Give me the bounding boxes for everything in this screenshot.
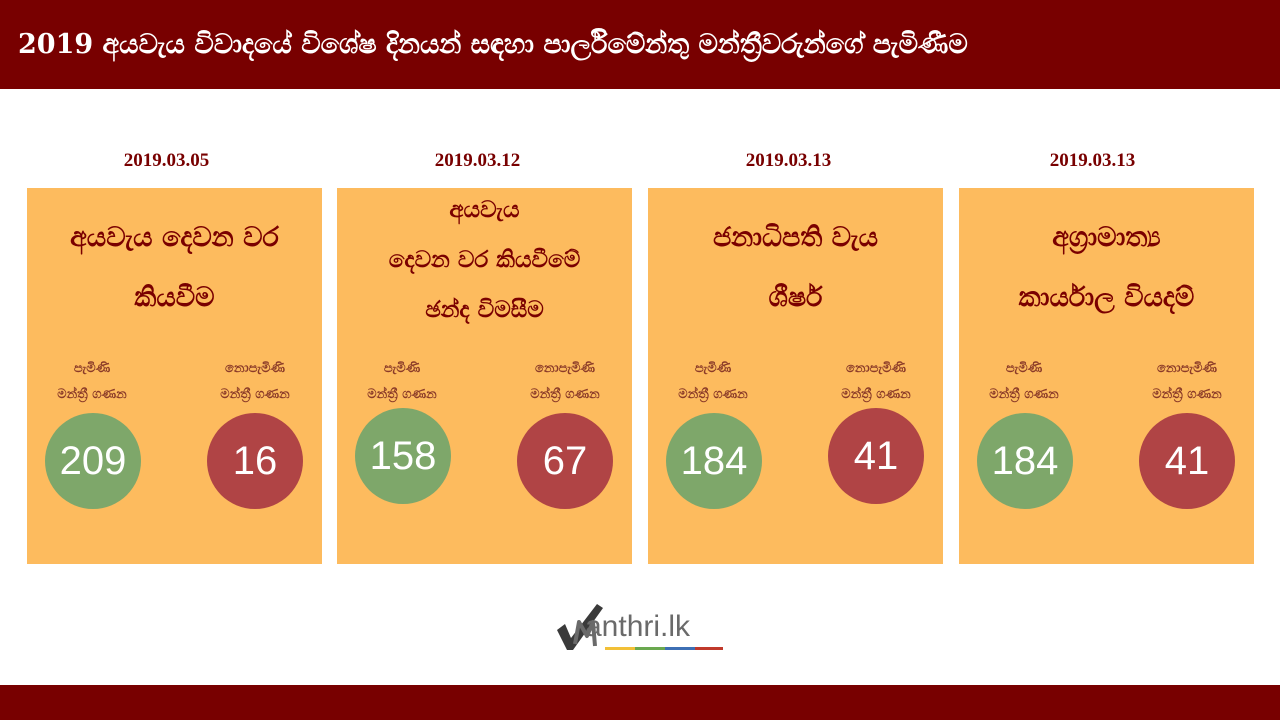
absent-label-line1: නොපැමිණි bbox=[224, 361, 286, 376]
card-date: 2019.03.05 bbox=[123, 150, 210, 171]
present-count-badge: 158 bbox=[355, 408, 451, 504]
logo-stripe bbox=[695, 647, 723, 650]
logo-stripe bbox=[665, 647, 695, 650]
absent-label: නොපැමිණි මන්ත්‍රී ගණන bbox=[806, 356, 946, 408]
present-label-line2: මන්ත්‍රී ගණන bbox=[367, 387, 437, 402]
logo-stripe bbox=[605, 647, 635, 650]
absent-label-line2: මන්ත්‍රී ගණන bbox=[220, 387, 290, 402]
present-count-badge: 184 bbox=[666, 413, 762, 509]
absent-label-line2: මන්ත්‍රී ගණන bbox=[841, 387, 911, 402]
checkmark-m-icon bbox=[557, 604, 603, 650]
stat-card: ජනාධිපති වැය ශීර්ෂ පැමිණි මන්ත්‍රී ගණන න… bbox=[648, 188, 943, 564]
absent-count-badge: 41 bbox=[828, 408, 924, 504]
card-title-line: අයවැය bbox=[449, 197, 520, 223]
absent-count-badge: 41 bbox=[1139, 413, 1235, 509]
card-date: 2019.03.12 bbox=[434, 150, 521, 171]
stat-card: අග්‍රාමාත්‍ය කාර්යාල වියදම් පැමිණි මන්ත්… bbox=[959, 188, 1254, 564]
stat-card: අයවැය දෙවන වර කියවීමේ ඡන්ද විමසීම පැමිණි… bbox=[337, 188, 632, 564]
card-title-line: ඡන්ද විමසීම bbox=[425, 297, 544, 323]
present-count-badge: 209 bbox=[45, 413, 141, 509]
absent-label: නොපැමිණි මන්ත්‍රී ගණන bbox=[1117, 356, 1257, 408]
card-date: 2019.03.13 bbox=[1049, 150, 1136, 171]
absent-label-line2: මන්ත්‍රී ගණන bbox=[1152, 387, 1222, 402]
card-title-line: ජනාධිපති වැය bbox=[712, 222, 879, 253]
present-label: පැමිණි මන්ත්‍රී ගණන bbox=[22, 356, 162, 408]
absent-count-badge: 16 bbox=[207, 413, 303, 509]
card-title-line: කියවීම bbox=[134, 282, 215, 313]
stat-card: අයවැය දෙවන වර කියවීම පැමිණි මන්ත්‍රී ගණන… bbox=[27, 188, 322, 564]
page-footer bbox=[0, 685, 1280, 720]
card-title-line: අග්‍රාමාත්‍ය bbox=[1052, 222, 1161, 253]
absent-count-badge: 67 bbox=[517, 413, 613, 509]
manthri-logo: anthri.lk bbox=[553, 600, 733, 656]
card-title-line: අයවැය දෙවන වර bbox=[70, 222, 279, 253]
absent-label-line2: මන්ත්‍රී ගණන bbox=[530, 387, 600, 402]
present-label-line2: මන්ත්‍රී ගණන bbox=[989, 387, 1059, 402]
logo-stripe bbox=[635, 647, 665, 650]
present-label: පැමිණි මන්ත්‍රී ගණන bbox=[332, 356, 472, 408]
logo-text: anthri.lk bbox=[585, 610, 691, 643]
card-title: අග්‍රාමාත්‍ය කාර්යාල වියදම් bbox=[959, 208, 1254, 328]
present-count-badge: 184 bbox=[977, 413, 1073, 509]
present-label-line1: පැමිණි bbox=[1005, 361, 1043, 376]
present-label: පැමිණි මන්ත්‍රී ගණන bbox=[954, 356, 1094, 408]
absent-label-line1: නොපැමිණි bbox=[1156, 361, 1218, 376]
present-label-line1: පැමිණි bbox=[73, 361, 111, 376]
card-title: ජනාධිපති වැය ශීර්ෂ bbox=[648, 208, 943, 328]
absent-label-line1: නොපැමිණි bbox=[534, 361, 596, 376]
card-title-line: කාර්යාල වියදම් bbox=[1018, 282, 1195, 313]
absent-label: නොපැමිණි මන්ත්‍රී ගණන bbox=[185, 356, 325, 408]
card-title: අයවැය දෙවන වර කියවීම bbox=[27, 208, 322, 328]
card-title-line: ශීර්ෂ bbox=[768, 282, 823, 313]
present-label-line1: පැමිණි bbox=[383, 361, 421, 376]
present-label: පැමිණි මන්ත්‍රී ගණන bbox=[643, 356, 783, 408]
card-title: අයවැය දෙවන වර කියවීමේ ඡන්ද විමසීම bbox=[337, 185, 632, 335]
present-label-line2: මන්ත්‍රී ගණන bbox=[57, 387, 127, 402]
page-header: 2019 අයවැය විවාදයේ විශේෂ දිනයන් සඳහා පාර… bbox=[0, 0, 1280, 89]
present-label-line2: මන්ත්‍රී ගණන bbox=[678, 387, 748, 402]
page-title: 2019 අයවැය විවාදයේ විශේෂ දිනයන් සඳහා පාර… bbox=[18, 28, 968, 60]
present-label-line1: පැමිණි bbox=[694, 361, 732, 376]
absent-label: නොපැමිණි මන්ත්‍රී ගණන bbox=[495, 356, 635, 408]
card-date: 2019.03.13 bbox=[745, 150, 832, 171]
absent-label-line1: නොපැමිණි bbox=[845, 361, 907, 376]
card-title-line: දෙවන වර කියවීමේ bbox=[388, 247, 581, 273]
